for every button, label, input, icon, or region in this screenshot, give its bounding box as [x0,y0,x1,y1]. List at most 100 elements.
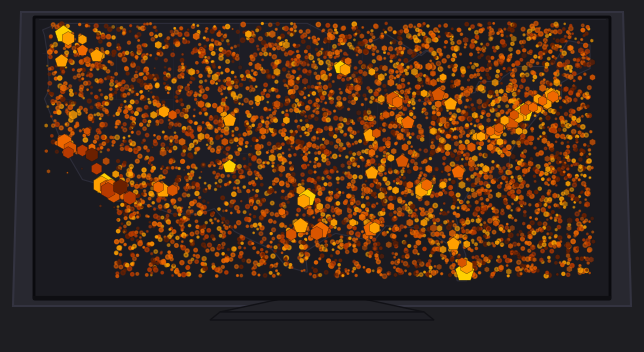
Circle shape [278,95,280,98]
Circle shape [336,130,338,133]
Circle shape [409,24,412,27]
Circle shape [581,98,583,99]
Circle shape [532,252,535,256]
Circle shape [386,149,387,151]
Circle shape [398,197,402,201]
Polygon shape [511,140,516,145]
Circle shape [584,73,586,75]
Circle shape [398,259,399,261]
Polygon shape [553,89,560,98]
Circle shape [334,135,337,138]
Circle shape [496,82,498,84]
Circle shape [562,51,566,55]
Polygon shape [135,70,138,74]
Circle shape [149,23,151,25]
Circle shape [131,184,133,187]
Circle shape [483,45,485,48]
Polygon shape [312,230,318,237]
Circle shape [493,135,495,138]
Circle shape [339,191,340,193]
Circle shape [317,83,319,84]
Circle shape [149,263,153,266]
Circle shape [228,146,231,149]
Polygon shape [467,78,470,82]
Circle shape [492,208,493,209]
Circle shape [577,107,580,111]
Circle shape [355,275,357,276]
Polygon shape [528,161,533,167]
Circle shape [305,119,308,122]
Circle shape [218,161,221,164]
Polygon shape [437,35,440,39]
Circle shape [461,93,464,96]
Circle shape [375,80,379,84]
Circle shape [211,247,214,251]
Polygon shape [556,156,561,161]
Circle shape [165,45,168,48]
Circle shape [381,164,385,168]
Circle shape [256,151,261,155]
Circle shape [371,167,375,171]
Circle shape [497,165,499,167]
Circle shape [417,46,421,50]
Circle shape [419,197,422,201]
Circle shape [403,201,405,202]
Circle shape [579,91,582,94]
Circle shape [211,61,213,63]
Circle shape [335,50,336,51]
Circle shape [299,245,304,249]
Polygon shape [511,36,516,42]
Circle shape [184,114,188,118]
Circle shape [576,247,578,249]
Circle shape [401,271,403,274]
Circle shape [193,78,194,80]
Circle shape [126,181,128,183]
Circle shape [282,111,284,113]
Circle shape [444,146,447,149]
Circle shape [194,248,198,252]
Circle shape [473,212,477,216]
Circle shape [453,212,456,215]
Circle shape [327,158,328,160]
Circle shape [543,239,546,242]
Circle shape [457,109,460,112]
Circle shape [330,225,333,228]
Circle shape [548,206,551,208]
Polygon shape [322,207,327,213]
Circle shape [150,55,151,56]
Circle shape [75,43,78,46]
Circle shape [117,88,118,90]
Polygon shape [394,189,399,194]
Circle shape [555,24,558,27]
Circle shape [327,176,329,178]
Circle shape [413,150,415,151]
Circle shape [551,156,553,159]
Circle shape [119,265,123,269]
Circle shape [509,164,513,168]
Circle shape [488,27,489,29]
Circle shape [483,136,488,139]
Circle shape [56,110,60,114]
Circle shape [228,87,231,90]
Polygon shape [454,141,459,146]
Circle shape [334,110,336,112]
Circle shape [471,161,474,164]
Circle shape [518,209,520,211]
Polygon shape [339,70,345,77]
Circle shape [129,148,132,151]
Circle shape [194,99,196,100]
Circle shape [572,33,573,34]
Circle shape [146,183,148,185]
Circle shape [178,66,181,69]
Polygon shape [378,95,384,103]
Circle shape [323,229,325,231]
Circle shape [132,62,133,63]
Circle shape [241,22,245,27]
Circle shape [273,132,276,135]
Circle shape [327,161,330,165]
Polygon shape [431,270,437,276]
Circle shape [76,124,79,127]
Circle shape [169,233,173,237]
Circle shape [224,131,229,135]
Circle shape [274,71,278,76]
